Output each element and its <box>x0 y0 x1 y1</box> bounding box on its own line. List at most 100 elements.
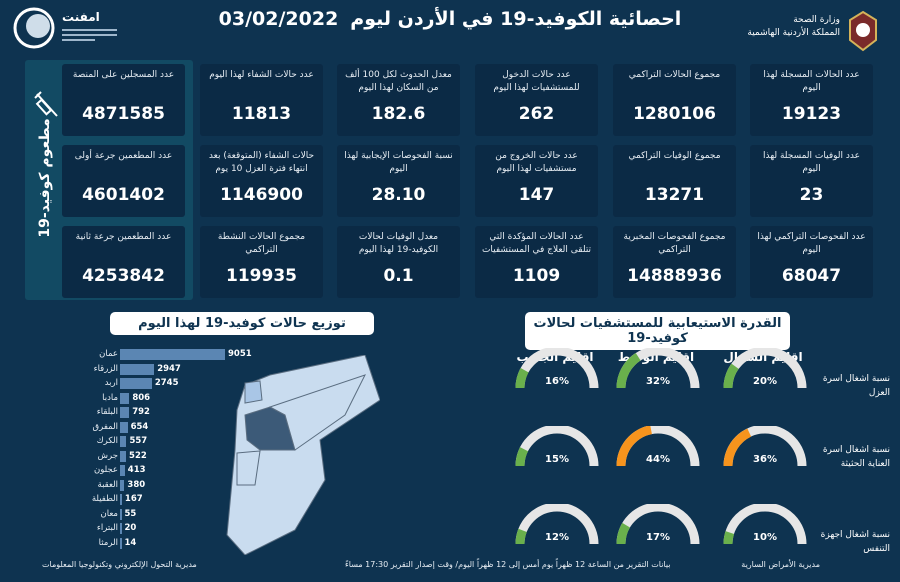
hospital-capacity-title: القدرة الاستيعابية للمستشفيات لحالات كوف… <box>525 312 790 350</box>
gauge: 17% <box>616 504 700 545</box>
card-label: عدد المسجلين على المنصة <box>72 70 175 80</box>
card-value: 1146900 <box>220 185 303 205</box>
vaccine-stat-card: عدد المطعمين جرعة ثانية 4253842 <box>62 226 185 298</box>
bar <box>120 436 127 447</box>
footer-it-department: مديرية التحول الإلكتروني وتكنولوجيا المع… <box>42 560 197 569</box>
bar-value: 413 <box>127 465 146 475</box>
gauge-fill <box>616 426 653 467</box>
gauge: 10% <box>723 504 807 545</box>
card-value: 1280106 <box>633 104 716 124</box>
governorate-label: الرمثا <box>98 537 118 548</box>
card-label: معدل الوفيات لحالات الكوفيد-19 لهذا اليو… <box>358 232 439 255</box>
bar-row: جرش 522 <box>40 450 300 464</box>
gauge-fill <box>723 531 735 545</box>
governorate-label: البتراء <box>96 523 118 533</box>
card-value: 1109 <box>512 266 561 286</box>
gauge-value: 12% <box>545 532 569 543</box>
card-value: 28.10 <box>371 185 426 205</box>
gauge-value: 36% <box>753 454 777 465</box>
gauge-row-label: نسبة اشغال اسرة العناية الحثيثة <box>822 445 890 469</box>
bar <box>120 479 125 491</box>
gauge-fill <box>616 352 641 389</box>
card-label: عدد حالات الدخول للمستشفيات لهذا اليوم <box>493 70 580 93</box>
gauge-fill <box>515 528 527 545</box>
governorate-label: الكرك <box>96 436 118 446</box>
governorate-label: الزرقاء <box>93 363 118 374</box>
gauge-value: 17% <box>646 532 670 543</box>
card-value: 19123 <box>781 104 842 124</box>
gauge-value: 10% <box>753 532 777 543</box>
card-label: مجموع الحالات النشطة التراكمي <box>217 232 306 255</box>
logo-text: امفنت <box>62 10 100 24</box>
bar-value: 2947 <box>157 363 181 374</box>
stat-card: عدد حالات الدخول للمستشفيات لهذا اليوم 26… <box>475 64 598 136</box>
gauge-track <box>723 504 807 545</box>
card-label: نسبة الفحوصات الإيجابية لهذا اليوم <box>344 151 453 174</box>
bar-value: 522 <box>129 450 147 461</box>
card-label: مجموع الحالات التراكمي <box>628 70 721 80</box>
bar-row: مادبا 806 <box>40 392 300 406</box>
stat-card: معدل الحدوث لكل 100 ألف من السكان لهذا ا… <box>337 64 460 136</box>
bar-row: الكرك 557 <box>40 436 300 449</box>
bar-value: 2745 <box>154 378 179 388</box>
stat-card: نسبة الفحوصات الإيجابية لهذا اليوم 28.10 <box>337 145 460 217</box>
gauge-fill <box>723 428 752 467</box>
page-title: احصائية الكوفيد-19 في الأردن ليوم 03/02/2… <box>0 8 900 30</box>
vaccine-stat-card: عدد المطعمين جرعة أولى 4601402 <box>62 145 185 217</box>
bar-value: 167 <box>124 494 143 504</box>
bar-value: 55 <box>124 508 137 519</box>
card-label: عدد الوفيات المسجلة لهذا اليوم <box>762 151 860 174</box>
card-label: عدد الحالات المسجلة لهذا اليوم <box>763 70 860 93</box>
bar <box>120 494 122 505</box>
bar <box>120 508 122 520</box>
imfnet-logo: امفنت <box>12 6 162 52</box>
bar-row: معان 55 <box>40 508 300 522</box>
card-label: معدل الحدوث لكل 100 ألف من السكان لهذا ا… <box>345 70 452 93</box>
governorate-label: عمان <box>99 349 118 359</box>
card-label: مجموع الوفيات التراكمي <box>628 151 721 161</box>
bar-value: 806 <box>132 392 151 403</box>
bar <box>120 450 127 462</box>
bar <box>120 537 122 549</box>
card-value: 23 <box>799 185 824 205</box>
gauge: 32% <box>616 348 700 389</box>
gauge-value: 20% <box>753 376 777 387</box>
card-label: مجموع الفحوصات المخبرية التراكمي <box>623 232 726 255</box>
bar-row: الرمثا 14 <box>40 537 300 551</box>
card-value: 182.6 <box>371 104 426 124</box>
gauge-row-label: نسبة اشغال اسرة العزل <box>822 374 890 398</box>
governorate-label: العقبة <box>97 479 118 490</box>
gauge: 44% <box>616 426 700 467</box>
gauge: 16% <box>515 348 599 389</box>
card-label: عدد المطعمين جرعة ثانية <box>75 232 172 242</box>
card-value: 4253842 <box>82 266 165 286</box>
stat-card: عدد الوفيات المسجلة لهذا اليوم 23 <box>750 145 873 217</box>
gauge: 20% <box>723 348 807 389</box>
globe-icon <box>13 7 55 49</box>
gauge-fill <box>515 447 529 467</box>
bar-value: 9051 <box>228 349 252 359</box>
ministry-label: وزارة الصحة <box>793 15 840 25</box>
card-value: 4601402 <box>82 185 165 205</box>
bar-value: 20 <box>124 523 137 533</box>
bar-row: عجلون 413 <box>40 465 300 478</box>
gauge-value: 32% <box>646 376 670 387</box>
gauge-fill <box>616 522 631 545</box>
bar-value: 792 <box>132 407 150 417</box>
stat-card: معدل الوفيات لحالات الكوفيد-19 لهذا اليو… <box>337 226 460 298</box>
footer-department: مديرية الأمراض السارية <box>741 560 820 569</box>
bar-value: 14 <box>124 537 137 548</box>
bar <box>120 523 122 534</box>
bar-row: البلقاء 792 <box>40 407 300 420</box>
card-label: عدد الفحوصات التراكمي لهذا اليوم <box>757 232 866 255</box>
stat-card: مجموع الوفيات التراكمي 13271 <box>613 145 736 217</box>
bar <box>120 349 225 360</box>
bar <box>120 363 155 375</box>
stat-card: مجموع الحالات التراكمي 1280106 <box>613 64 736 136</box>
governorate-label: اربد <box>104 378 118 388</box>
governorate-label: عجلون <box>93 465 118 475</box>
bar-value: 654 <box>130 421 149 432</box>
footer-report-note: بيانات التقرير من الساعة 12 ظهراً يوم أم… <box>345 560 671 569</box>
card-value: 0.1 <box>383 266 414 286</box>
bar-row: عمان 9051 <box>40 349 300 362</box>
